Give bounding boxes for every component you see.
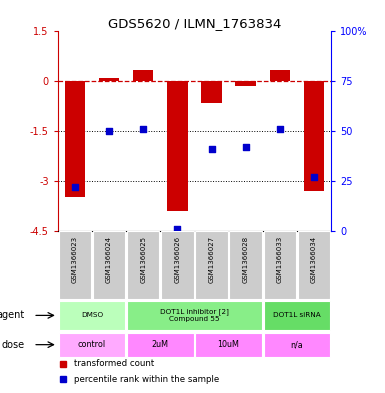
- Text: transformed count: transformed count: [74, 359, 154, 368]
- Text: dose: dose: [2, 340, 25, 350]
- Bar: [127, 231, 159, 299]
- Text: DMSO: DMSO: [81, 312, 103, 318]
- Text: GSM1366025: GSM1366025: [140, 235, 146, 283]
- Bar: [93, 231, 125, 299]
- Text: GSM1366023: GSM1366023: [72, 235, 78, 283]
- Text: GSM1366033: GSM1366033: [277, 235, 283, 283]
- Point: [311, 174, 317, 180]
- Bar: [59, 332, 125, 357]
- Bar: [264, 301, 330, 330]
- Point: [277, 126, 283, 132]
- Point: [174, 226, 181, 232]
- Point: [140, 126, 146, 132]
- Bar: [127, 301, 262, 330]
- Text: GSM1366026: GSM1366026: [174, 235, 180, 283]
- Bar: [201, 81, 222, 103]
- Text: GSM1366027: GSM1366027: [209, 235, 214, 283]
- Bar: [65, 81, 85, 198]
- Text: agent: agent: [0, 310, 25, 320]
- Title: GDS5620 / ILMN_1763834: GDS5620 / ILMN_1763834: [108, 17, 281, 30]
- Bar: [127, 332, 194, 357]
- Bar: [59, 231, 91, 299]
- Bar: [59, 301, 125, 330]
- Bar: [298, 231, 330, 299]
- Text: 2uM: 2uM: [152, 340, 169, 349]
- Bar: [167, 81, 187, 211]
- Bar: [264, 332, 330, 357]
- Text: DOT1L inhibitor [2]
Compound 55: DOT1L inhibitor [2] Compound 55: [160, 309, 229, 322]
- Text: DOT1L siRNA: DOT1L siRNA: [273, 312, 321, 318]
- Bar: [304, 81, 324, 191]
- Text: n/a: n/a: [291, 340, 303, 349]
- Text: GSM1366024: GSM1366024: [106, 235, 112, 283]
- Bar: [229, 231, 262, 299]
- Bar: [133, 70, 153, 81]
- Bar: [270, 70, 290, 81]
- Text: percentile rank within the sample: percentile rank within the sample: [74, 375, 219, 384]
- Text: 10uM: 10uM: [218, 340, 239, 349]
- Text: control: control: [78, 340, 106, 349]
- Point: [106, 128, 112, 134]
- Bar: [161, 231, 194, 299]
- Bar: [99, 78, 119, 81]
- Text: GSM1366028: GSM1366028: [243, 235, 249, 283]
- Text: GSM1366034: GSM1366034: [311, 235, 317, 283]
- Bar: [264, 231, 296, 299]
- Point: [208, 146, 214, 152]
- Bar: [195, 332, 262, 357]
- Bar: [236, 81, 256, 86]
- Point: [243, 144, 249, 150]
- Bar: [195, 231, 228, 299]
- Point: [72, 184, 78, 190]
